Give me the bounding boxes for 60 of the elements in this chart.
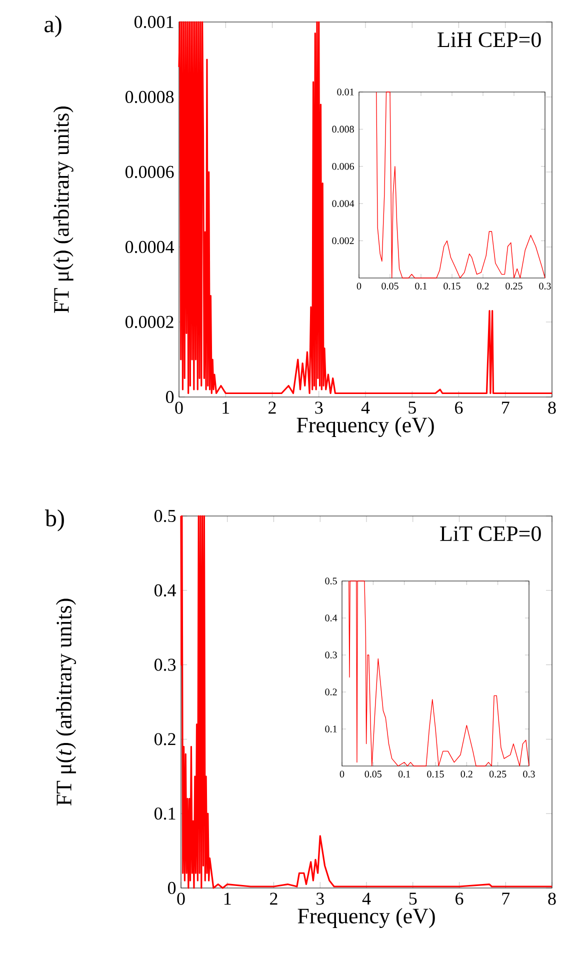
y-axis-title: FT μ(t) (arbitrary units)	[56, 598, 76, 806]
x-tick-label: 3	[316, 892, 324, 905]
x-axis-title: Frequency (eV)	[298, 908, 435, 928]
y-tick-label: 0.004	[332, 200, 354, 207]
annotation: LiT CEP=0	[440, 526, 541, 542]
x-tick-label: 5	[409, 892, 417, 905]
x-tick-label: 1	[224, 892, 231, 905]
y-tick-label: 0	[166, 390, 174, 404]
y-tick-label: 0.4	[154, 584, 176, 597]
x-tick-label: 0.05	[382, 282, 398, 290]
annotation: LiH CEP=0	[438, 32, 541, 48]
y-tick-label: 0.5	[154, 510, 176, 522]
y-tick-label: 0.0004	[125, 240, 174, 254]
y-tick-label: 0.5	[325, 578, 337, 584]
y-tick-label: 0.0008	[125, 90, 174, 104]
x-tick-label: 0.3	[523, 770, 535, 778]
y-tick-label: 0.001	[134, 16, 174, 28]
x-tick-label: 7	[502, 892, 510, 904]
y-tick-label: 0.006	[332, 163, 354, 170]
y-tick-label: 0.0002	[125, 316, 174, 328]
x-tick-label: 6	[456, 892, 464, 905]
x-tick-label: 3	[315, 402, 323, 414]
y-tick-label: 0.3	[325, 652, 337, 658]
x-axis-title: Frequency (eV)	[296, 417, 434, 438]
y-tick-label: 0.4	[325, 614, 338, 622]
x-tick-label: 5	[408, 402, 416, 414]
y-tick-label: 0.008	[332, 126, 354, 133]
x-tick-label: 1	[222, 402, 230, 414]
x-tick-label: 0	[177, 892, 185, 905]
y-axis-title: FT μ(t) (arbitrary units)	[53, 106, 74, 313]
x-tick-label: 0.15	[444, 282, 460, 290]
x-tick-label: 0.1	[415, 282, 427, 290]
x-tick-label: 0	[356, 282, 362, 290]
x-tick-label: 0.3	[539, 282, 551, 290]
x-tick-label: 6	[455, 402, 463, 414]
y-tick-label: 0.0006	[125, 166, 174, 178]
x-tick-label: 4	[361, 402, 370, 414]
text: b)	[44, 510, 64, 532]
x-tick-label: 2	[270, 892, 278, 905]
x-tick-label: 0.2	[460, 770, 472, 778]
x-tick-label: 0.05	[364, 770, 382, 778]
x-tick-label: 0.25	[489, 770, 506, 778]
y-tick-label: 0	[168, 882, 176, 894]
x-tick-label: 4	[362, 892, 371, 905]
y-tick-label: 0.1	[325, 726, 337, 732]
y-tick-label: 0.1	[154, 807, 176, 820]
y-tick-label: 0.002	[332, 237, 354, 244]
y-tick-label: 0.2	[325, 688, 337, 696]
y-tick-label: 0.2	[154, 733, 176, 746]
x-tick-label: 8	[548, 402, 556, 414]
x-tick-label: 0.25	[506, 282, 522, 290]
x-tick-label: 7	[502, 402, 510, 414]
x-tick-label: 0.2	[477, 282, 489, 290]
x-tick-label: 2	[268, 402, 276, 414]
y-tick-label: 0.3	[154, 658, 176, 671]
x-tick-label: 0.15	[427, 770, 444, 778]
text: a)	[44, 15, 62, 38]
y-tick-label: 0.01	[337, 88, 354, 96]
x-tick-label: 8	[548, 892, 556, 905]
x-tick-label: 0.1	[398, 770, 410, 778]
